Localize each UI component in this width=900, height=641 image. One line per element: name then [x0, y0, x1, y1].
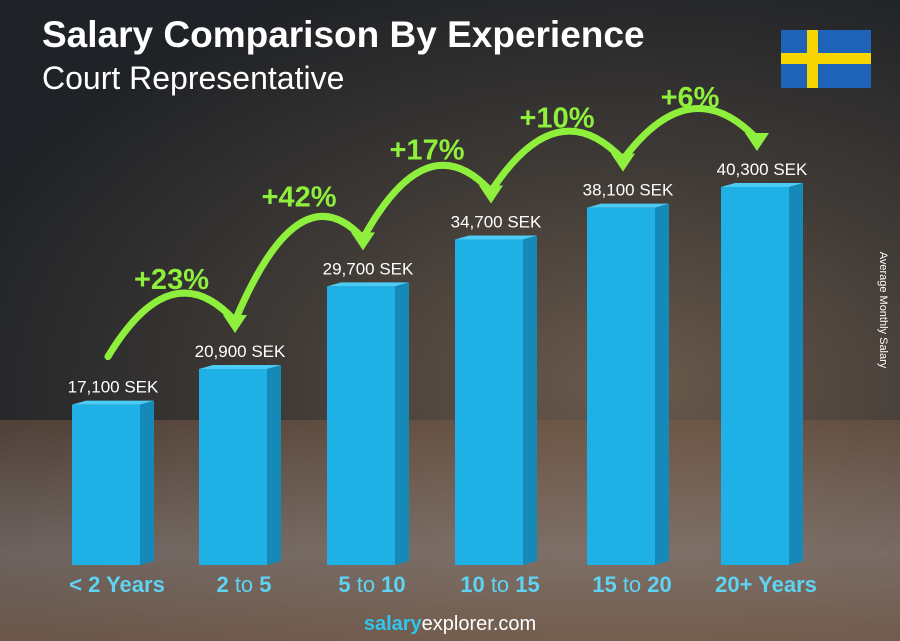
bar-side: [523, 235, 537, 565]
increase-arrow: [231, 212, 367, 325]
category-part: 10: [460, 572, 484, 597]
category-part: 20: [647, 572, 671, 597]
increase-label: +42%: [262, 181, 337, 213]
increase-arrow: [619, 105, 761, 164]
category-part: to: [485, 572, 516, 597]
bar-top: [327, 282, 409, 287]
bar: [721, 187, 789, 565]
category-label: 20+ Years: [715, 572, 817, 597]
bar-side: [267, 364, 281, 565]
footer-brand[interactable]: salaryexplorer.com: [0, 613, 900, 636]
category-part: 10: [381, 572, 405, 597]
category-part: 15: [592, 572, 616, 597]
increase-label: +6%: [661, 82, 720, 114]
category-label: < 2 Years: [69, 572, 165, 597]
brand-tld: .com: [492, 613, 537, 635]
category-part: 5: [259, 572, 271, 597]
bar-top: [721, 183, 803, 187]
bar-top: [72, 400, 154, 405]
bar-side: [395, 282, 409, 565]
bar-top: [199, 364, 281, 369]
bar: [199, 368, 267, 565]
category-part: 15: [515, 572, 539, 597]
chart-title: Salary Comparison By Experience: [42, 14, 645, 55]
category-part: 2: [216, 572, 228, 597]
increase-label: +17%: [390, 135, 465, 167]
bar-top: [587, 203, 669, 208]
increase-arrow: [104, 289, 239, 361]
brand-salary: salary: [363, 613, 422, 635]
category-label: 10 to 15: [460, 572, 540, 597]
bar-side: [140, 400, 154, 565]
chart-subtitle: Court Representative: [42, 60, 345, 96]
bar: [72, 404, 140, 565]
category-part: 2 Years: [88, 572, 165, 597]
increase-label: +23%: [134, 264, 209, 296]
category-label: 2 to 5: [216, 572, 271, 597]
category-part: to: [351, 572, 382, 597]
bar-side: [655, 203, 669, 565]
category-part: <: [69, 572, 88, 597]
category-label: 15 to 20: [592, 572, 672, 597]
category-part: 20+ Years: [715, 572, 817, 597]
arrow-head-icon: [745, 133, 769, 151]
value-label: 40,300 SEK: [717, 160, 808, 179]
bar: [587, 207, 655, 565]
value-label: 20,900 SEK: [195, 342, 286, 361]
value-label: 17,100 SEK: [68, 378, 159, 397]
category-part: 5: [338, 572, 350, 597]
category-label: 5 to 10: [338, 572, 405, 597]
increase-arrow: [359, 161, 495, 242]
value-label: 29,700 SEK: [323, 259, 414, 278]
bar-top: [455, 235, 537, 240]
sweden-flag-icon: [781, 30, 871, 88]
category-part: to: [617, 572, 648, 597]
brand-explorer: explorer: [421, 613, 493, 635]
increase-arrow: [487, 127, 627, 196]
value-label: 34,700 SEK: [451, 213, 542, 232]
bar-side: [789, 183, 803, 565]
bar: [455, 239, 523, 565]
category-part: to: [229, 572, 260, 597]
value-label: 38,100 SEK: [583, 181, 674, 200]
increase-label: +10%: [520, 103, 595, 135]
bar: [327, 286, 395, 565]
